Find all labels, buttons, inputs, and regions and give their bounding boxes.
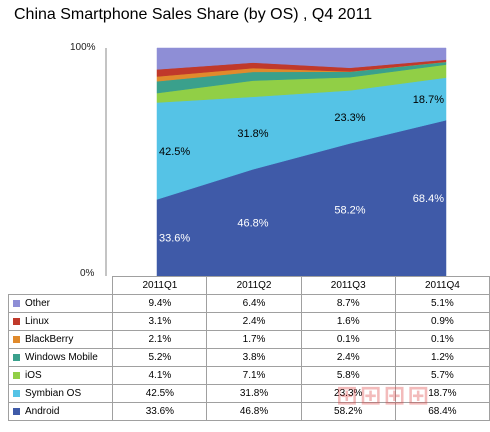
table-row: Windows Mobile 5.2% 3.8% 2.4% 1.2% (7, 348, 490, 367)
x-tick-label-2011q2: 2011Q2 (206, 276, 302, 295)
table-cell-windows-mobile-2: 2.4% (300, 348, 396, 367)
table-cell-blackberry-0: 2.1% (112, 330, 208, 349)
table-cell-other-2: 8.7% (300, 294, 396, 313)
legend-label-symbian-os: Symbian OS (25, 387, 82, 399)
area-series-group (156, 47, 447, 277)
table-cell-other-1: 6.4% (206, 294, 302, 313)
legend-entry-blackberry: BlackBerry (7, 330, 114, 349)
table-cell-blackberry-3: 0.1% (394, 330, 490, 349)
legend-label-windows-mobile: Windows Mobile (25, 351, 98, 363)
table-cell-windows-mobile-1: 3.8% (206, 348, 302, 367)
table-cell-windows-mobile-0: 5.2% (112, 348, 208, 367)
data-label-android-3: 68.4% (413, 193, 444, 205)
legend-entry-android: Android (7, 402, 114, 421)
data-label-android-2: 58.2% (334, 205, 365, 217)
legend-swatch-blackberry (13, 335, 20, 343)
legend-swatch-windows-mobile (13, 353, 20, 361)
legend-swatch-android (13, 407, 20, 415)
table-cell-blackberry-1: 1.7% (206, 330, 302, 349)
legend-entry-other: Other (7, 294, 114, 313)
table-cell-windows-mobile-3: 1.2% (394, 348, 490, 367)
area-other (156, 47, 447, 70)
table-cell-android-1: 46.8% (206, 402, 302, 421)
legend-swatch-symbian-os (13, 389, 20, 397)
legend-entry-symbian-os: Symbian OS (7, 384, 114, 403)
y-tick-bottom: 0% (80, 268, 95, 279)
data-label-symbian-os-2: 23.3% (334, 112, 365, 124)
x-tick-label-2011q3: 2011Q3 (300, 276, 396, 295)
table-row: Android 33.6% 46.8% 58.2% 68.4% (7, 402, 490, 421)
y-tick-top: 100% (70, 42, 96, 53)
chart-title: China Smartphone Sales Share (by OS) , Q… (14, 6, 373, 23)
data-label-android-0: 33.6% (159, 233, 190, 245)
data-table-body: 2011Q1 2011Q2 2011Q3 2011Q4 Other 9.4% 6.4% 8.7… (7, 276, 490, 421)
legend-label-ios: iOS (25, 369, 42, 381)
table-corner-cell (8, 276, 114, 295)
data-table: 2011Q1 2011Q2 2011Q3 2011Q4 Other 9.4% 6.4% 8.7… (7, 276, 490, 421)
watermark: ⊞⊞⊞⊞ (336, 380, 432, 410)
legend-swatch-ios (13, 371, 20, 379)
legend-label-other: Other (25, 297, 51, 309)
data-labels-group: 33.6% 46.8% 58.2% 68.4% 42.5% 31.8% 23.3% 18.7% (159, 94, 444, 245)
legend-label-android: Android (25, 405, 60, 417)
table-cell-linux-2: 1.6% (300, 312, 396, 331)
legend-swatch-linux (13, 317, 20, 325)
table-cell-symbian-os-0: 42.5% (112, 384, 208, 403)
table-header-row: 2011Q1 2011Q2 2011Q3 2011Q4 (8, 276, 490, 295)
table-cell-android-0: 33.6% (112, 402, 208, 421)
table-cell-android-3: 68.4% (394, 402, 490, 421)
table-cell-other-0: 9.4% (112, 294, 208, 313)
table-cell-ios-0: 4.1% (112, 366, 208, 385)
table-cell-blackberry-2: 0.1% (300, 330, 396, 349)
table-row: iOS 4.1% 7.1% 5.8% 5.7% (7, 366, 490, 385)
legend-entry-windows-mobile: Windows Mobile (7, 348, 114, 367)
legend-entry-ios: iOS (7, 366, 114, 385)
data-label-symbian-os-3: 18.7% (413, 94, 444, 106)
data-label-android-1: 46.8% (237, 218, 268, 230)
table-cell-other-3: 5.1% (394, 294, 490, 313)
x-tick-label-2011q4: 2011Q4 (394, 276, 490, 295)
data-label-symbian-os-1: 31.8% (237, 128, 268, 140)
legend-swatch-other (13, 299, 20, 307)
table-cell-ios-1: 7.1% (206, 366, 302, 385)
legend-label-blackberry: BlackBerry (25, 333, 74, 345)
table-cell-linux-1: 2.4% (206, 312, 302, 331)
x-tick-label-2011q1: 2011Q1 (112, 276, 208, 295)
table-cell-linux-3: 0.9% (394, 312, 490, 331)
table-row: Other 9.4% 6.4% 8.7% 5.1% (7, 294, 490, 313)
data-label-symbian-os-0: 42.5% (159, 146, 190, 158)
legend-entry-linux: Linux (7, 312, 114, 331)
table-cell-linux-0: 3.1% (112, 312, 208, 331)
table-cell-symbian-os-1: 31.8% (206, 384, 302, 403)
table-row: Linux 3.1% 2.4% 1.6% 0.9% (7, 312, 490, 331)
legend-label-linux: Linux (25, 315, 49, 327)
table-row: BlackBerry 2.1% 1.7% 0.1% 0.1% (7, 330, 490, 349)
